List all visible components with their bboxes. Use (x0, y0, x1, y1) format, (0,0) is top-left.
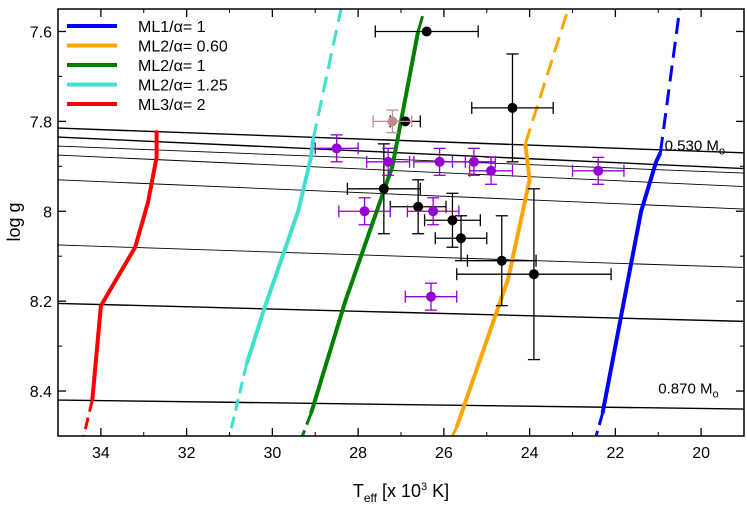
x-axis-label: Teff [x 103 K] (353, 481, 449, 505)
y-tick-label: 8.2 (30, 294, 52, 311)
strip-dashed-low-1 (451, 426, 459, 436)
data-marker (359, 206, 370, 217)
strip-dashed-0 (658, 9, 682, 153)
strip-dashed-3 (311, 9, 343, 140)
x-tick-label: 28 (349, 445, 367, 462)
data-marker (447, 215, 458, 226)
strip-solid-0 (600, 151, 663, 414)
mass-track-0 (58, 127, 744, 154)
mass-track-6 (58, 302, 744, 323)
strip-solid-4 (90, 130, 159, 401)
legend-label: ML1/α= 1 (138, 19, 206, 36)
mass-track-7 (58, 399, 744, 410)
data-point (374, 25, 479, 38)
data-marker (331, 143, 342, 154)
data-point (413, 147, 466, 176)
x-tick-label: 26 (435, 445, 453, 462)
axis-ticks: 34 32 30 28 26 24 22 20 7.6 7.8 8 8.2 8.4 (30, 9, 744, 462)
data-point (346, 143, 421, 235)
data-point (468, 156, 514, 185)
y-tick-label: 7.6 (30, 24, 52, 41)
data-marker (378, 183, 389, 194)
data-marker (468, 156, 479, 167)
data-marker (421, 26, 432, 37)
y-tick-label: 8.4 (30, 384, 52, 401)
data-marker (507, 102, 518, 113)
data-marker (426, 291, 437, 302)
data-points (314, 25, 625, 361)
data-point (389, 179, 447, 235)
x-tick-label: 32 (178, 445, 196, 462)
y-axis-label: log g (4, 202, 24, 241)
mass-label: 0.870 Mo (658, 380, 718, 400)
strip-dashed-2 (416, 9, 427, 32)
y-tick-label: 7.8 (30, 114, 52, 131)
data-point (466, 215, 537, 307)
x-tick-label: 30 (263, 445, 281, 462)
data-marker (486, 165, 497, 176)
legend-label: ML2/α= 0.60 (138, 39, 228, 56)
legend: ML1/α= 1 ML2/α= 0.60 ML2/α= 1 ML2/α= 1.25 ML… (67, 19, 228, 114)
mass-track-1 (58, 136, 744, 170)
mass-tracks (58, 127, 744, 410)
data-point (571, 156, 625, 185)
data-point (314, 134, 359, 163)
x-tick-label: 24 (521, 445, 539, 462)
strip-solid-3 (244, 139, 316, 365)
x-tick-label: 34 (92, 445, 110, 462)
data-marker (528, 269, 539, 280)
data-point (423, 192, 481, 248)
mass-track-2 (58, 145, 744, 174)
mass-track-5 (58, 244, 744, 268)
data-marker (434, 156, 445, 167)
mass-track-3 (58, 154, 744, 187)
data-marker (496, 255, 507, 266)
data-point (471, 53, 554, 163)
mass-track-4 (58, 179, 744, 210)
data-marker (413, 201, 424, 212)
data-point (338, 197, 391, 226)
strip-solid-1 (454, 143, 532, 428)
strip-dashed-low-0 (594, 413, 604, 436)
data-marker (456, 233, 467, 244)
legend-label: ML2/α= 1 (138, 58, 206, 75)
data-marker (428, 206, 439, 217)
data-marker (593, 165, 604, 176)
data-point (406, 197, 460, 226)
x-tick-label: 20 (692, 445, 710, 462)
strip-dashed-low-2 (300, 412, 313, 436)
data-point (372, 109, 413, 134)
data-point (434, 215, 488, 262)
strip-dashed-low-4 (82, 399, 94, 436)
data-point (404, 282, 458, 311)
legend-label: ML2/α= 1.25 (138, 78, 228, 95)
x-tick-label: 22 (606, 445, 624, 462)
instability-strips (82, 9, 682, 436)
strip-solid-2 (309, 31, 421, 415)
y-tick-label: 8 (43, 204, 52, 221)
data-marker (383, 156, 394, 167)
strip-dashed-1 (523, 9, 570, 145)
legend-label: ML3/α= 2 (138, 97, 206, 114)
data-point (456, 188, 612, 361)
data-marker (387, 116, 398, 127)
strip-dashed-low-3 (228, 363, 249, 436)
mass-annotations: 0.530 Mo 0.870 Mo (658, 138, 725, 401)
mass-label: 0.530 Mo (665, 138, 725, 158)
data-point (366, 147, 411, 176)
